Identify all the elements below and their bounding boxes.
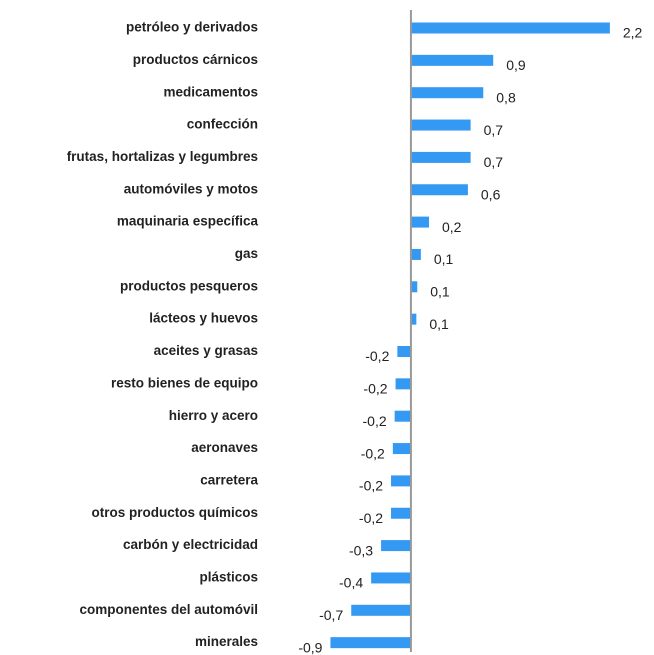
bar [397,346,411,357]
value-label: -0,2 [363,413,387,429]
bar [410,54,494,66]
bar [394,410,411,422]
value-label: 0,8 [496,89,516,105]
category-label: maquinaria específica [117,214,259,229]
bar [410,87,484,99]
category-label: automóviles y motos [124,181,258,196]
bar [371,572,411,584]
category-label: componentes del automóvil [79,602,258,617]
category-label: petróleo y derivados [126,20,258,35]
bar [391,475,411,487]
category-label: gas [235,246,258,261]
bar [351,604,411,616]
category-label: plásticos [199,570,258,585]
category-label: medicamentos [163,84,258,99]
value-label: 0,1 [429,316,449,332]
value-label: 0,1 [434,251,454,267]
category-label: minerales [195,634,258,649]
value-label: 0,7 [484,122,504,138]
category-label: carretera [200,472,258,487]
value-label: 0,1 [430,284,450,300]
value-label: -0,7 [319,607,343,623]
bar [410,216,430,228]
category-label: confección [187,117,258,132]
bar [381,540,411,552]
category-label: productos pesqueros [120,278,258,293]
value-label: 0,7 [484,154,504,170]
bar [410,248,421,260]
bar [410,281,418,293]
bar [395,378,411,390]
value-label: -0,2 [361,445,385,461]
value-label: -0,3 [349,542,373,558]
bar [392,443,411,455]
category-label: otros productos químicos [91,505,258,520]
bar [410,119,471,131]
bar [410,151,471,163]
bar [391,507,411,519]
bar [410,184,468,196]
category-label: resto bienes de equipo [111,375,258,390]
value-label: -0,2 [359,510,383,526]
bar [410,313,417,325]
value-label: -0,2 [363,381,387,397]
category-label: hierro y acero [169,408,258,423]
category-label: aceites y grasas [154,343,258,358]
value-label: -0,9 [298,639,322,655]
value-label: 0,9 [506,57,526,73]
value-label: 2,2 [623,25,643,41]
category-label: productos cárnicos [133,52,258,67]
bar [410,22,610,34]
value-label: -0,2 [359,478,383,494]
value-label: 0,2 [442,219,462,235]
bar [330,637,411,649]
category-label: frutas, hortalizas y legumbres [67,149,258,164]
category-label: carbón y electricidad [123,537,258,552]
value-label: -0,4 [339,575,363,591]
value-label: -0,2 [365,348,389,364]
value-label: 0,6 [481,186,501,202]
category-label: lácteos y huevos [149,311,258,326]
category-label: aeronaves [191,440,258,455]
